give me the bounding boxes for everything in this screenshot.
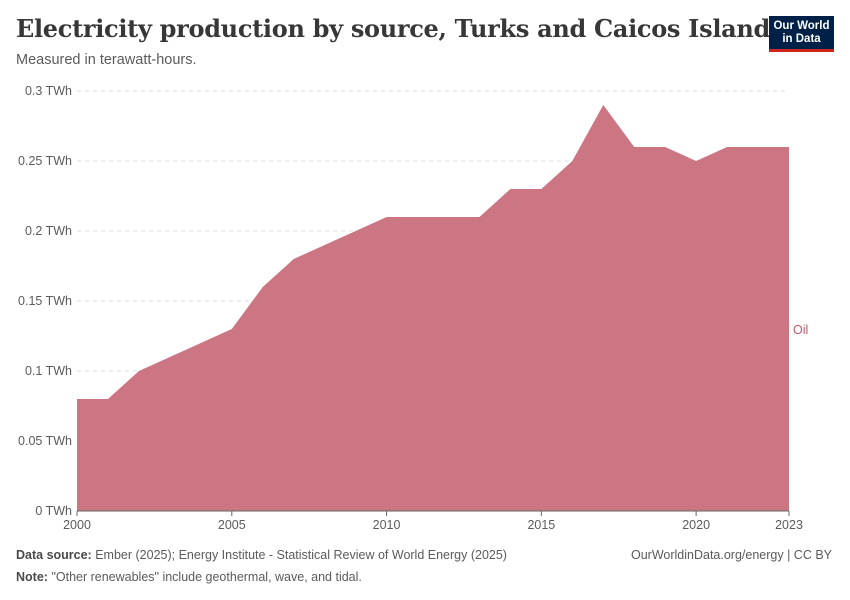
y-tick-label: 0.3 TWh bbox=[25, 84, 72, 98]
data-source-text[interactable]: Ember (2025); Energy Institute - Statist… bbox=[95, 548, 507, 562]
series-label-oil[interactable]: Oil bbox=[793, 323, 808, 337]
note-text: "Other renewables" include geothermal, w… bbox=[51, 570, 362, 584]
y-tick-label: 0.05 TWh bbox=[18, 434, 72, 448]
y-tick-label: 0.2 TWh bbox=[25, 224, 72, 238]
logo-line-2: in Data bbox=[782, 33, 821, 45]
axes: 0 TWh 0.05 TWh 0.1 TWh 0.15 TWh 0.2 TWh 0.25 … bbox=[18, 84, 803, 532]
x-tick-label: 2000 bbox=[63, 518, 91, 532]
chart-subtitle: Measured in terawatt-hours. bbox=[16, 52, 197, 68]
x-tick-label: 2020 bbox=[682, 518, 710, 532]
y-tick-label: 0 TWh bbox=[35, 504, 72, 518]
x-tick-label: 2015 bbox=[527, 518, 555, 532]
y-tick-label: 0.1 TWh bbox=[25, 364, 72, 378]
owid-logo[interactable]: Our World in Data bbox=[769, 16, 834, 52]
series-areas bbox=[77, 105, 789, 511]
note-label: Note: bbox=[16, 570, 48, 584]
chart-title: Electricity production by source, Turks … bbox=[16, 14, 784, 43]
series-labels: Oil bbox=[793, 323, 808, 337]
x-tick-label: 2023 bbox=[775, 518, 803, 532]
logo-line-1: Our World bbox=[773, 20, 830, 32]
data-source: Data source: Ember (2025); Energy Instit… bbox=[16, 548, 507, 562]
credit-link[interactable]: OurWorldinData.org/energy | CC BY bbox=[630, 548, 832, 562]
area-series-oil[interactable] bbox=[77, 105, 789, 511]
y-tick-label: 0.25 TWh bbox=[18, 154, 72, 168]
data-source-label: Data source: bbox=[16, 548, 92, 562]
x-tick-label: 2010 bbox=[373, 518, 401, 532]
x-tick-label: 2005 bbox=[218, 518, 246, 532]
y-tick-label: 0.15 TWh bbox=[18, 294, 72, 308]
chart-note: Note: "Other renewables" include geother… bbox=[16, 570, 362, 584]
